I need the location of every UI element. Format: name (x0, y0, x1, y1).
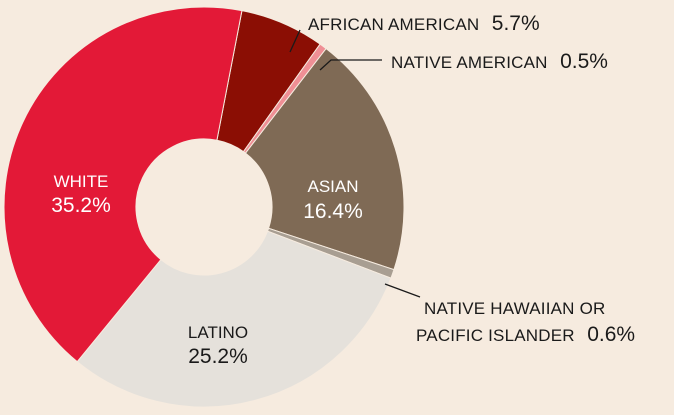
latino-value: 25.2% (188, 345, 248, 368)
slice-latino (76, 230, 392, 408)
asian-value: 16.4% (303, 200, 363, 223)
white-label: WHITE (54, 172, 109, 191)
native-american-leader (319, 59, 382, 71)
african-american-callout: AFRICAN AMERICAN 5.7% (308, 12, 540, 35)
african-american-value: 5.7% (492, 12, 540, 35)
latino-label: LATINO (188, 323, 248, 342)
donut-slices (3, 6, 405, 408)
native-american-value: 0.5% (560, 50, 608, 73)
asian-label: ASIAN (307, 177, 358, 196)
nhpi-leader (384, 283, 421, 298)
nhpi-value: 0.6% (587, 323, 635, 346)
native-american-callout: NATIVE AMERICAN 0.5% (391, 50, 608, 73)
nhpi-label-line2: PACIFIC ISLANDER (416, 326, 575, 345)
white-value: 35.2% (51, 194, 111, 217)
slice-asian (244, 47, 405, 271)
nhpi-callout-line2: PACIFIC ISLANDER 0.6% (416, 323, 635, 346)
african-american-leader (289, 29, 301, 53)
nhpi-label-line1: NATIVE HAWAIIAN OR (424, 299, 606, 318)
native-american-label: NATIVE AMERICAN (391, 53, 548, 72)
african-american-label: AFRICAN AMERICAN (308, 15, 479, 34)
slice-white (3, 6, 243, 363)
